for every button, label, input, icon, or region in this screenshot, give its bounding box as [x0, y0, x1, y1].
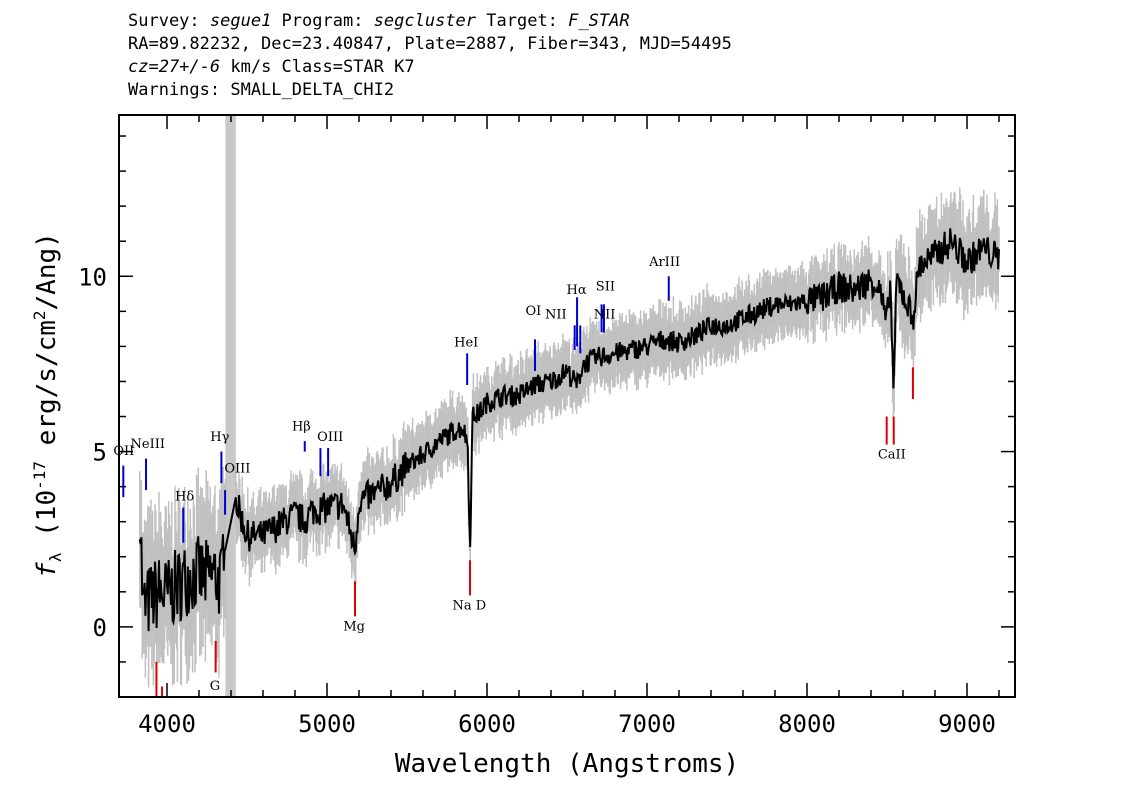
- cz-value: cz=27+/-6: [128, 57, 221, 77]
- class-value: km/s Class=STAR K7: [220, 57, 415, 77]
- line-label: NII: [594, 307, 616, 322]
- x-tick-label: 7000: [618, 710, 676, 738]
- line-label: G: [210, 679, 220, 694]
- line-label: Mg: [343, 619, 365, 634]
- line-label: Hβ: [292, 420, 311, 435]
- header-line-survey: Survey: segue1 Program: segcluster Targe…: [128, 10, 732, 33]
- line-label: OI: [526, 304, 542, 319]
- header-line-warnings: Warnings: SMALL_DELTA_CHI2: [128, 80, 395, 100]
- x-tick-label: 5000: [298, 710, 356, 738]
- line-label: Hγ: [210, 430, 229, 445]
- target-value: F_STAR: [568, 11, 630, 31]
- target-label: Target:: [476, 11, 569, 31]
- line-label: HeI: [454, 335, 478, 350]
- program-value: segcluster: [373, 11, 477, 31]
- x-tick-label: 8000: [778, 710, 836, 738]
- spectrum-line: [138, 228, 1000, 632]
- line-label: ArIII: [648, 255, 680, 270]
- line-label: Hδ: [175, 490, 194, 505]
- line-label: OIII: [317, 430, 343, 445]
- spectrum-header: Survey: segue1 Program: segcluster Targe…: [128, 10, 732, 102]
- survey-label: Survey:: [128, 11, 210, 31]
- line-label: OIII: [224, 462, 250, 477]
- program-label: Program:: [271, 11, 374, 31]
- x-tick-label: 4000: [138, 710, 196, 738]
- line-label: CaII: [878, 448, 906, 463]
- header-line-redshift: cz=27+/-6 km/s Class=STAR K7: [128, 56, 732, 79]
- line-label: Na D: [453, 598, 487, 613]
- y-tick-label: 10: [78, 263, 107, 291]
- line-label: NII: [545, 307, 567, 322]
- masked-region: [225, 115, 236, 697]
- y-tick-label: 5: [93, 439, 107, 467]
- x-axis-label: Wavelength (Angstroms): [395, 749, 739, 779]
- y-axis-label: fλ (10-17 erg/s/cm2/Ang): [30, 232, 65, 578]
- error-band: [139, 187, 1000, 691]
- y-tick-label: 0: [93, 614, 107, 642]
- x-tick-label: 6000: [458, 710, 516, 738]
- survey-value: segue1: [209, 11, 272, 31]
- line-label: NeIII: [131, 437, 165, 452]
- plot-frame: [118, 114, 1016, 698]
- header-line-coordinates: RA=89.82232, Dec=23.40847, Plate=2887, F…: [128, 34, 732, 54]
- line-label: Hα: [567, 283, 587, 298]
- x-tick-label: 9000: [938, 710, 996, 738]
- line-label: SII: [596, 279, 615, 294]
